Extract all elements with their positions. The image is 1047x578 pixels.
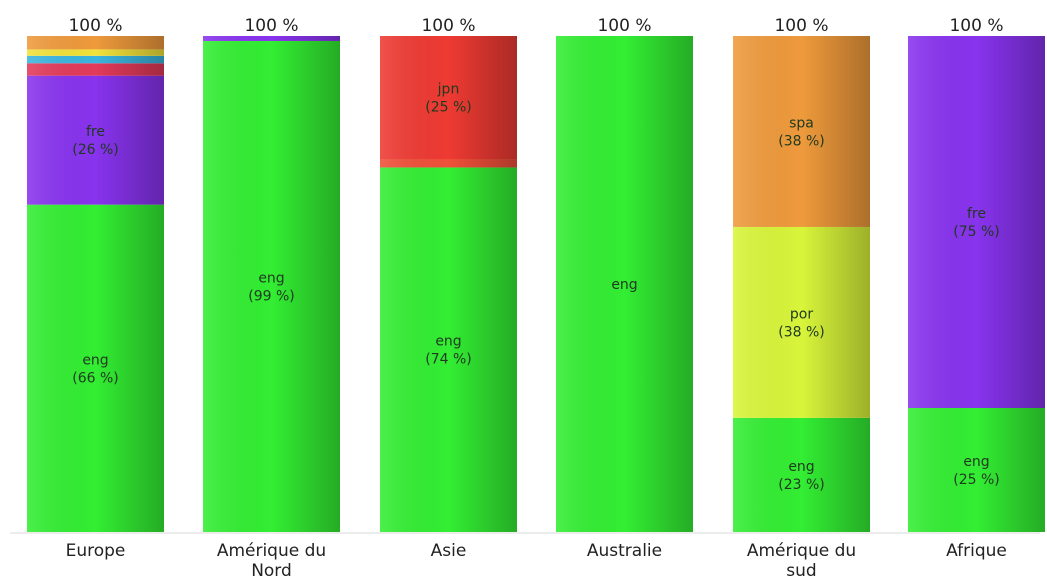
bar-segment-eng-5-0-shade	[908, 408, 1045, 532]
data-label-eng-5-line: (25 %)	[953, 472, 1000, 488]
data-label-por-4-line: (38 %)	[778, 324, 825, 340]
bar-segment-eng-3-0-shade	[556, 36, 693, 532]
data-label-eng-1: eng (99 %)	[248, 270, 295, 304]
data-label-fre-0-line: (26 %)	[72, 142, 119, 158]
category-label-5: Afrique	[946, 541, 1007, 561]
data-label-eng-0-line: (66 %)	[72, 370, 119, 386]
category-label-1-line: Nord	[251, 561, 292, 578]
total-label-4: 100 %	[774, 16, 828, 36]
bar-segment-eng-4-0-shade	[733, 417, 870, 532]
data-label-eng-2-line: (74 %)	[425, 352, 472, 368]
category-label-1: Amérique du Nord	[217, 541, 326, 578]
bar-segment-eng-1-0-shade	[203, 40, 340, 533]
data-label-jpn-2-line: jpn	[437, 82, 460, 98]
bar-segment-eng-0-0-shade	[27, 204, 164, 532]
bars-group	[27, 36, 1045, 533]
data-label-eng-4: eng (23 %)	[778, 459, 825, 493]
category-label-3: Australie	[587, 541, 662, 561]
data-label-fre-0-line: fre	[86, 124, 105, 140]
category-label-1-line: Amérique du	[217, 541, 326, 561]
data-label-eng-2-line: eng	[435, 334, 461, 350]
category-label-0: Europe	[66, 541, 126, 561]
data-label-spa-4: spa (38 %)	[778, 115, 825, 149]
data-label-por-4: por (38 %)	[778, 306, 825, 340]
bar-segment-eng-2-0-shade	[380, 167, 517, 532]
data-label-spa-4-line: (38 %)	[778, 133, 825, 149]
total-label-3: 100 %	[597, 16, 651, 36]
data-label-eng-1-line: eng	[258, 270, 284, 286]
bar-segment-other-2-1-shade	[380, 159, 517, 168]
data-label-eng-5-line: eng	[963, 454, 989, 470]
bar-segment-fre-5-1-shade	[908, 36, 1045, 408]
total-label-2: 100 %	[421, 16, 475, 36]
bar-segment-jpn-2-2-shade	[380, 36, 517, 160]
data-label-eng-0: eng (66 %)	[72, 352, 119, 386]
bar-segment-other-0-5-shade	[27, 36, 164, 50]
data-label-jpn-2: jpn (25 %)	[425, 82, 472, 116]
data-label-eng-0-line: eng	[82, 352, 108, 368]
bar-segment-spa-4-2-shade	[733, 36, 870, 227]
data-label-spa-4-line: spa	[789, 115, 814, 131]
data-label-por-4-line: por	[790, 306, 813, 322]
category-label-0-line: Europe	[66, 541, 126, 561]
data-label-eng-2: eng (74 %)	[425, 334, 472, 368]
category-label-4-line: Amérique du	[747, 541, 856, 561]
category-label-2-line: Asie	[431, 541, 467, 561]
bar-segment-fre-1-1-shade	[203, 36, 340, 41]
data-label-fre-5: fre (75 %)	[953, 206, 1000, 240]
data-label-fre-5-line: (75 %)	[953, 224, 1000, 240]
bar-segment-fre-0-1-shade	[27, 75, 164, 205]
data-label-eng-3-line: eng	[611, 277, 637, 293]
data-label-eng-3: eng	[611, 277, 637, 293]
data-label-fre-0: fre (26 %)	[72, 124, 119, 158]
bar-segment-other-0-4-shade	[27, 49, 164, 56]
total-label-5: 100 %	[949, 16, 1003, 36]
total-label-0: 100 %	[68, 16, 122, 36]
data-label-eng-4-line: (23 %)	[778, 477, 825, 493]
data-label-eng-1-line: (99 %)	[248, 288, 295, 304]
total-label-1: 100 %	[244, 16, 298, 36]
category-label-4: Amérique du sud	[747, 541, 856, 578]
data-label-eng-5: eng (25 %)	[953, 454, 1000, 488]
category-label-2: Asie	[431, 541, 467, 561]
category-label-5-line: Afrique	[946, 541, 1007, 561]
labels-group: eng (66 %) fre (26 %) 100 % Europe eng (99 %) 10…	[66, 16, 1007, 578]
bar-segment-por-4-1-shade	[733, 226, 870, 418]
category-label-4-line: sud	[786, 561, 816, 578]
category-label-3-line: Australie	[587, 541, 662, 561]
bar-segment-other-0-2-shade	[27, 63, 164, 76]
data-label-eng-4-line: eng	[788, 459, 814, 475]
data-label-jpn-2-line: (25 %)	[425, 100, 472, 116]
data-label-fre-5-line: fre	[967, 206, 986, 222]
bar-segment-other-0-3-shade	[27, 55, 164, 64]
